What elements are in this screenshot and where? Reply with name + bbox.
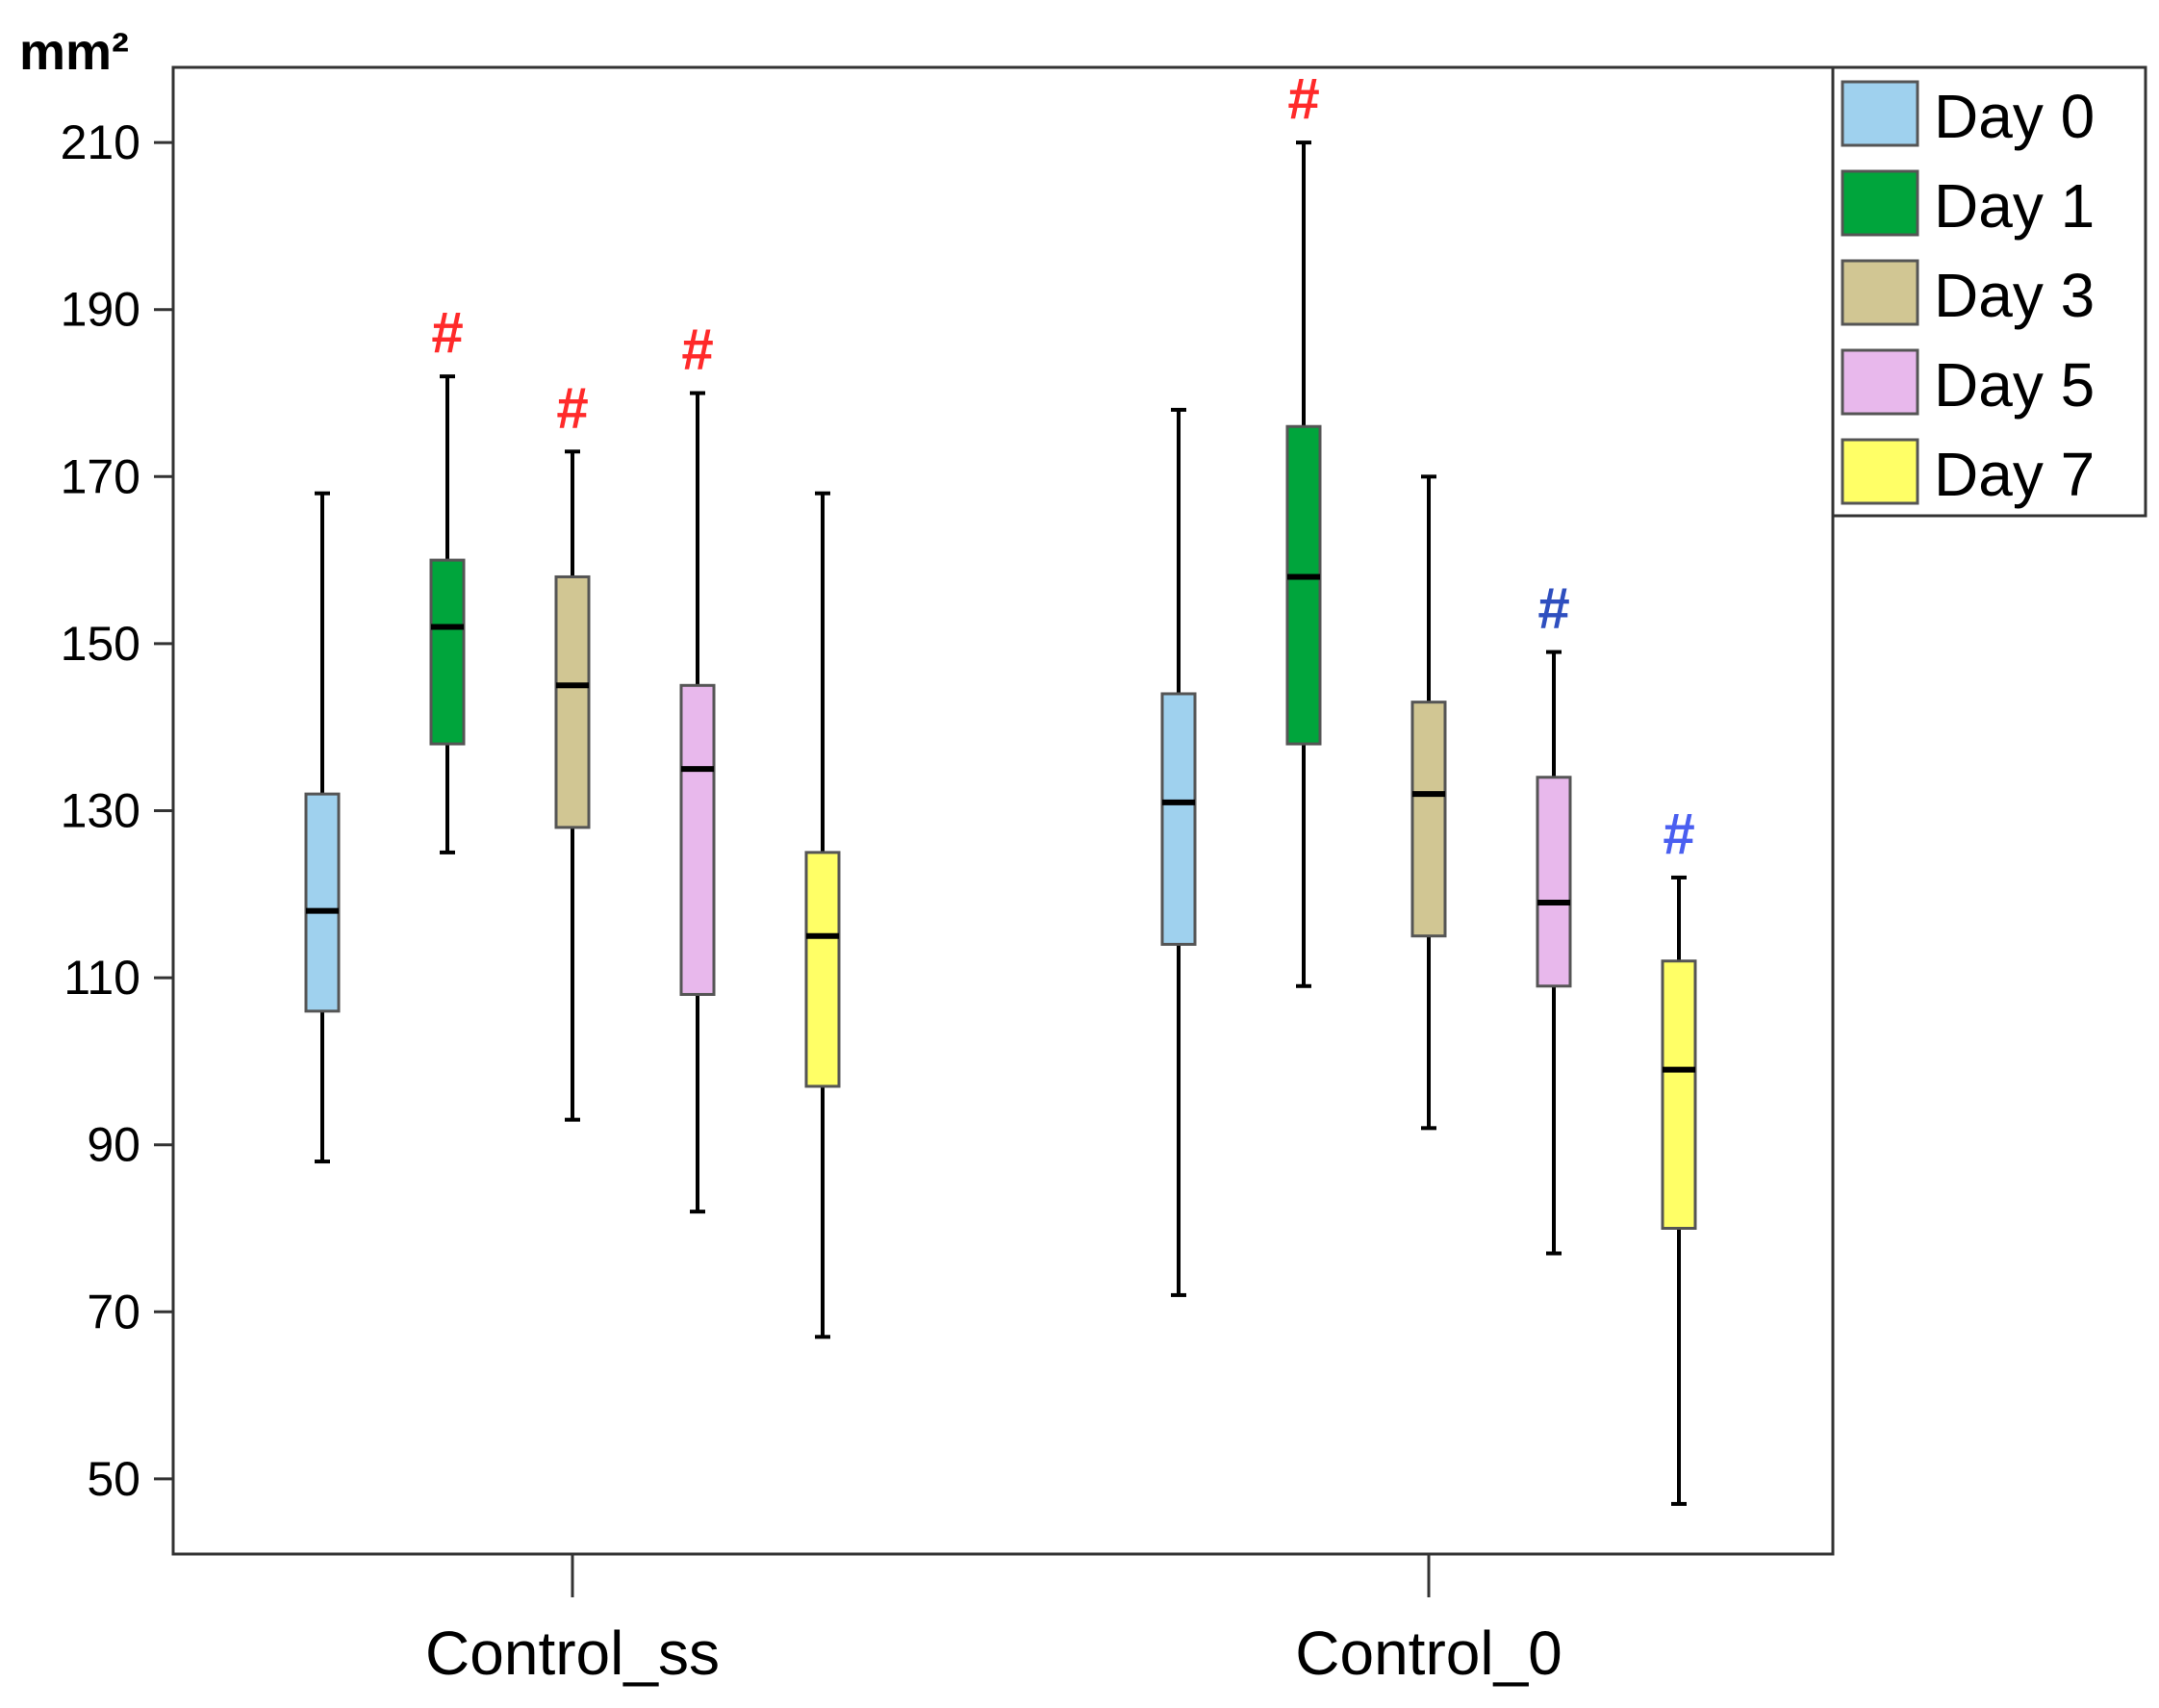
box-iqr [429,558,466,746]
plot-area-frame [171,65,1835,1556]
box-iqr [1160,692,1197,946]
box-day-5-control_0 [1536,650,1572,1256]
x-category-label: Control_ss [425,1619,720,1688]
box-day-3-control_ss [554,449,591,1122]
box-day-3-control_0 [1410,474,1447,1131]
box-iqr [304,792,341,1013]
legend-label: Day 1 [1934,171,2095,241]
y-tick-label: 50 [87,1452,140,1506]
y-tick-label: 170 [61,449,140,503]
legend-swatch [1841,80,1919,147]
legend: Day 0 Day 1 Day 3 Day 5 Day 7 [1831,65,2147,518]
box-iqr [554,574,591,829]
legend-swatch [1841,438,1919,505]
legend-swatch [1841,259,1919,326]
significance-markers: # # # # # # [431,66,1694,866]
legend-label: Day 5 [1934,350,2095,420]
legend-label: Day 0 [1934,82,2095,151]
box-day-7-control_ss [804,491,841,1339]
significance-marker: # [681,318,713,382]
y-tick-label: 210 [61,115,140,169]
box-iqr [1536,776,1572,988]
y-tick-label: 70 [87,1285,140,1338]
y-tick-label: 190 [61,283,140,337]
legend-swatch [1841,348,1919,416]
box-iqr [1661,959,1697,1230]
box-day-5-control_ss [679,391,716,1214]
y-axis-unit-label: mm² [19,23,129,81]
y-tick-label: 110 [64,951,140,1005]
x-category-label: Control_0 [1295,1619,1562,1688]
legend-label: Day 7 [1934,440,2095,509]
box-day-1-control_ss [429,374,466,854]
box-iqr [1285,424,1322,746]
y-tick-label: 90 [87,1118,140,1172]
y-tick-label: 130 [61,784,140,838]
significance-marker: # [1663,802,1694,866]
box-series [304,140,1697,1506]
significance-marker: # [431,300,463,365]
x-axis: Control_ss Control_0 [425,1554,1562,1688]
box-day-0-control_ss [304,491,341,1164]
y-tick-label: 150 [61,617,140,671]
legend-swatch [1841,169,1919,237]
significance-marker: # [556,375,588,440]
box-day-1-control_0 [1285,140,1322,988]
significance-marker: # [1537,576,1569,641]
box-iqr [804,851,841,1088]
box-iqr [1410,701,1447,938]
box-iqr [679,683,716,996]
y-axis: 50 70 90 110 130 150 170 190 210 [61,115,173,1506]
box-day-7-control_0 [1661,875,1697,1506]
legend-label: Day 3 [1934,261,2095,330]
box-day-0-control_0 [1160,407,1197,1297]
significance-marker: # [1287,66,1319,131]
